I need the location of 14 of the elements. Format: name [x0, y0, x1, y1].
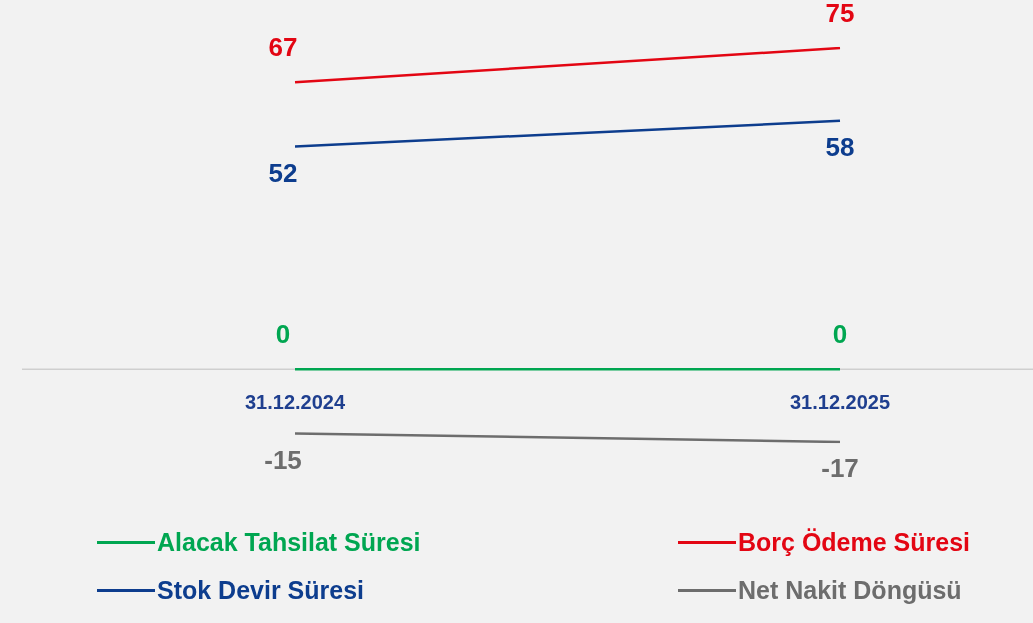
legend-label: Net Nakit Döngüsü — [738, 576, 962, 605]
data-label: 67 — [268, 32, 298, 63]
legend-label: Alacak Tahsilat Süresi — [157, 528, 421, 557]
data-label: -15 — [264, 444, 302, 475]
data-label: 52 — [268, 157, 298, 188]
legend-label: Stok Devir Süresi — [157, 576, 365, 605]
data-label: 0 — [275, 319, 291, 350]
x-tick-label: 31.12.2024 — [244, 390, 346, 413]
data-label: -17 — [821, 453, 859, 484]
data-label: 58 — [825, 131, 855, 162]
x-tick-label: 31.12.2025 — [789, 390, 891, 413]
data-label: 75 — [825, 0, 855, 29]
data-label: 0 — [832, 319, 848, 350]
legend-label: Borç Ödeme Süresi — [738, 528, 971, 557]
